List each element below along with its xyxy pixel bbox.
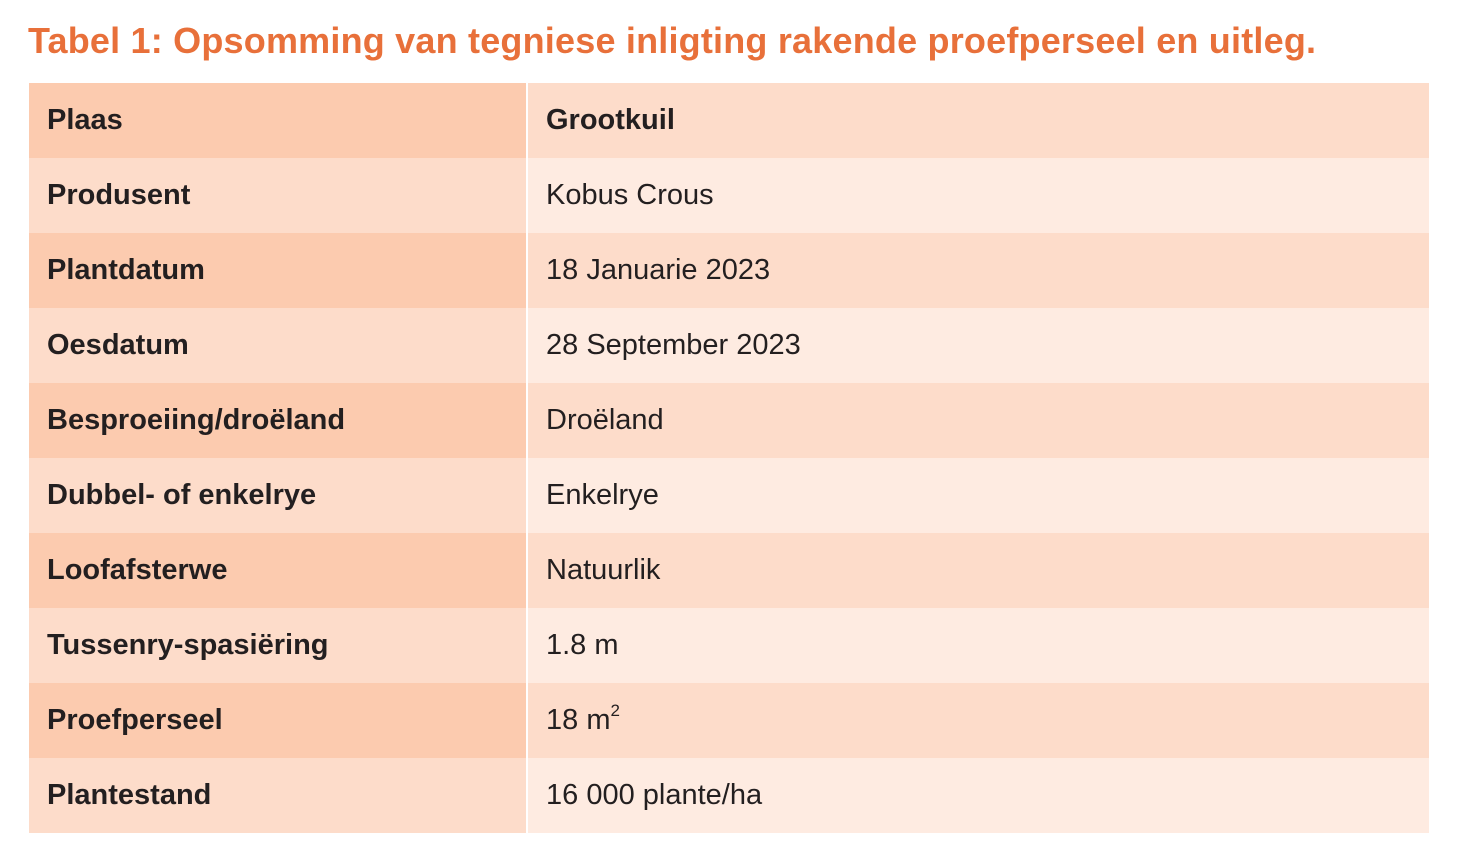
table-row: Plaas Grootkuil — [29, 83, 1429, 158]
square-superscript: 2 — [610, 701, 620, 720]
row-label-plantestand: Plantestand — [29, 758, 528, 833]
row-value-loofafsterwe: Natuurlik — [527, 533, 1429, 608]
table-row: Plantestand 16 000 plante/ha — [29, 758, 1429, 833]
row-value-rye: Enkelrye — [527, 458, 1429, 533]
row-value-plantestand: 16 000 plante/ha — [527, 758, 1429, 833]
row-label-rye: Dubbel- of enkelrye — [29, 458, 528, 533]
table-row: Proefperseel 18 m2 — [29, 683, 1429, 758]
row-value-besproeiing: Droëland — [527, 383, 1429, 458]
table-row: Oesdatum 28 September 2023 — [29, 308, 1429, 383]
row-value-produsent: Kobus Crous — [527, 158, 1429, 233]
row-label-loofafsterwe: Loofafsterwe — [29, 533, 528, 608]
row-value-oesdatum: 28 September 2023 — [527, 308, 1429, 383]
row-label-plaas: Plaas — [29, 83, 528, 158]
table-row: Plantdatum 18 Januarie 2023 — [29, 233, 1429, 308]
row-label-oesdatum: Oesdatum — [29, 308, 528, 383]
table-row: Besproeiing/droëland Droëland — [29, 383, 1429, 458]
proefperseel-area-value: 18 m — [546, 704, 611, 736]
table-row: Produsent Kobus Crous — [29, 158, 1429, 233]
row-label-plantdatum: Plantdatum — [29, 233, 528, 308]
row-value-spasiering: 1.8 m — [527, 608, 1429, 683]
technical-info-table: Plaas Grootkuil Produsent Kobus Crous Pl… — [29, 83, 1429, 833]
row-value-plaas: Grootkuil — [527, 83, 1429, 158]
row-label-besproeiing: Besproeiing/droëland — [29, 383, 528, 458]
row-value-plantdatum: 18 Januarie 2023 — [527, 233, 1429, 308]
table-caption: Tabel 1: Opsomming van tegniese inligtin… — [28, 20, 1317, 61]
row-value-proefperseel: 18 m2 — [527, 683, 1429, 758]
table-row: Tussenry-spasiëring 1.8 m — [29, 608, 1429, 683]
row-label-produsent: Produsent — [29, 158, 528, 233]
row-label-spasiering: Tussenry-spasiëring — [29, 608, 528, 683]
table-row: Loofafsterwe Natuurlik — [29, 533, 1429, 608]
row-label-proefperseel: Proefperseel — [29, 683, 528, 758]
table-row: Dubbel- of enkelrye Enkelrye — [29, 458, 1429, 533]
